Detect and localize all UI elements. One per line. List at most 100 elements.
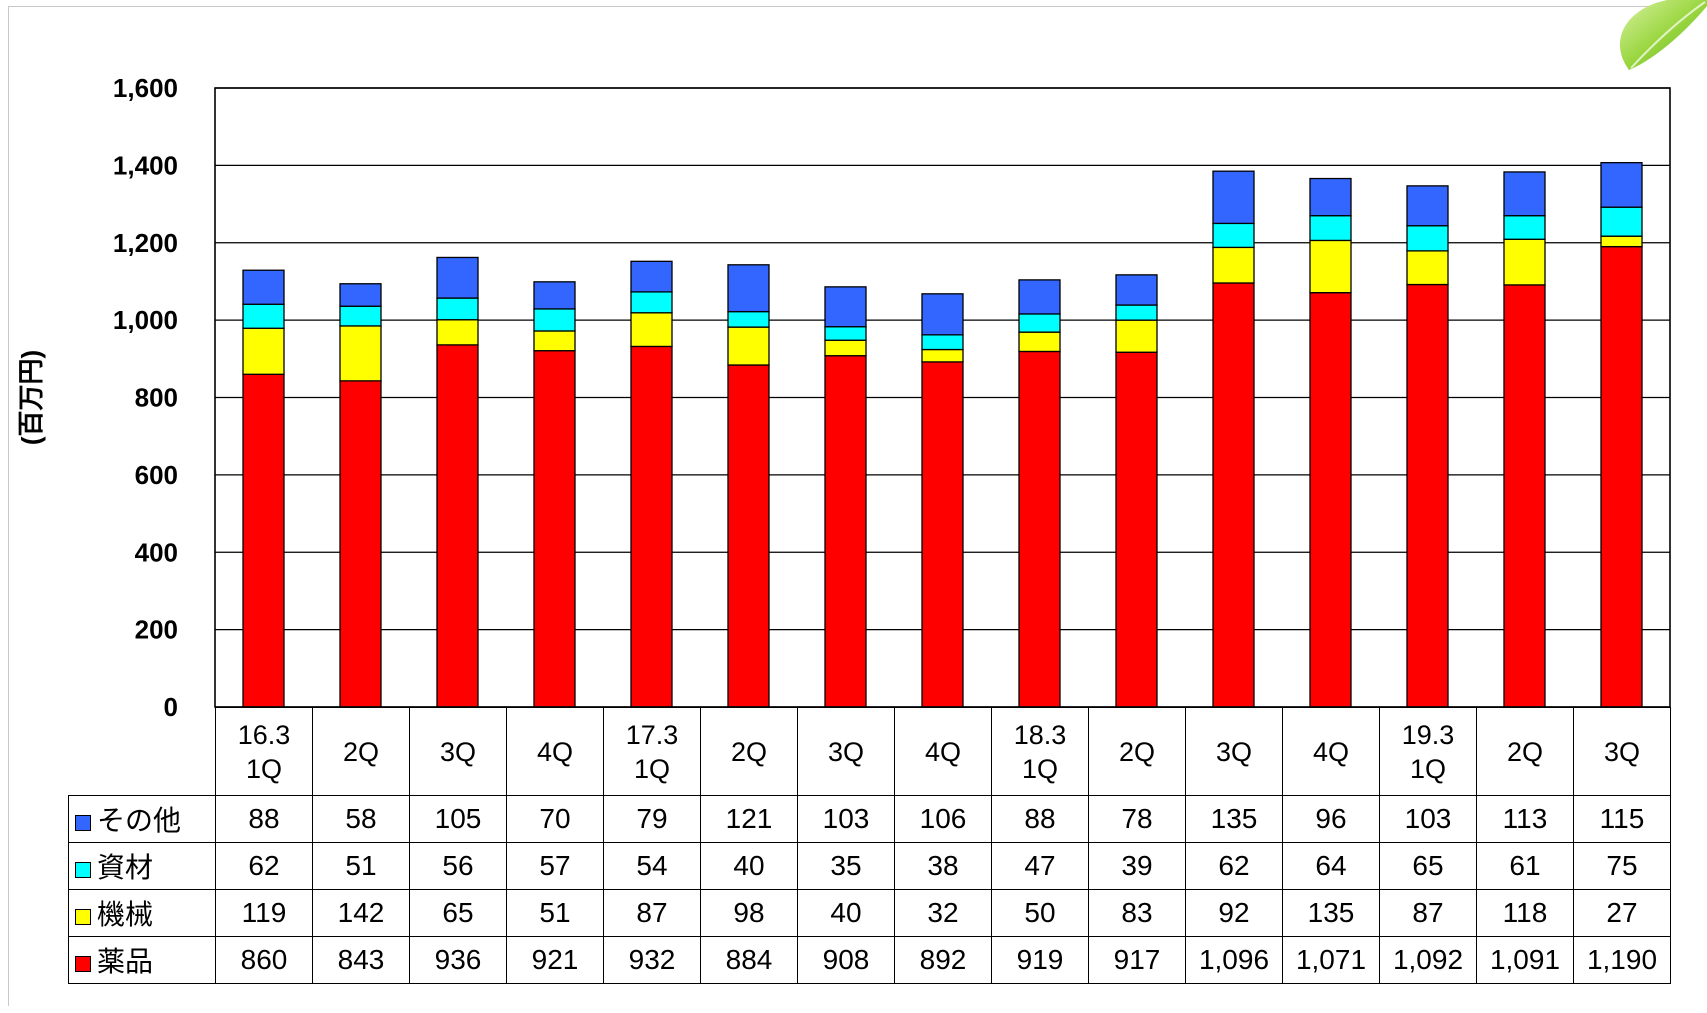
category-label-line: 3Q [1215,736,1253,767]
category-label: 17.3 1Q [603,707,701,796]
y-axis-label: (百万円) [16,350,46,445]
table-cell-value: 64 [1282,842,1380,890]
bar-segment [1115,319,1158,353]
bar-segment [727,364,770,708]
category-label-line: 1Q [1409,753,1447,784]
bar-segment [436,256,479,299]
table-cell-value: 105 [409,795,507,843]
table-cell-value: 51 [506,889,604,937]
table-cell-value: 106 [894,795,992,843]
table-cell-value: 27 [1573,889,1671,937]
category-label-line: 4Q [536,736,574,767]
category-label: 2Q [700,707,798,796]
table-cell-value: 38 [894,842,992,890]
bar-segment [630,345,673,708]
category-label: 3Q [1185,707,1283,796]
bar-segment [921,361,964,708]
table-row: その他 88 58 105 70 79 121 103 106 88 78 135 96 103 113 11… [68,795,1671,843]
table-cell-value: 78 [1088,795,1186,843]
legend-label: その他 [97,805,182,836]
table-cell-value: 40 [700,842,798,890]
bar-segment [1018,279,1061,315]
table-cell-value: 88 [991,795,1089,843]
table-cell-value: 57 [506,842,604,890]
legend-label: 薬品 [97,946,154,977]
bar-segment [1115,351,1158,708]
bar-segment [1309,177,1352,217]
bar-segment [533,350,576,708]
category-label-line: 19.3 [1401,719,1455,750]
bar-segment [1018,350,1061,708]
table-cell-value: 47 [991,842,1089,890]
bar-segment [242,303,285,329]
table-cell-value: 135 [1185,795,1283,843]
legend-entry: その他 [68,795,216,843]
category-label: 2Q [1088,707,1186,796]
category-label-line: 1Q [1021,753,1059,784]
y-tick-label: 1,400 [113,150,178,180]
table-cell-value: 58 [312,795,410,843]
bar-segment [1309,239,1352,294]
category-label-line: 2Q [1118,736,1156,767]
bar-segment [1600,245,1643,708]
bar-segment [1018,313,1061,333]
leaf-decoration [1619,0,1707,70]
table-cell-value: 121 [700,795,798,843]
bar-segment [339,305,382,327]
category-label-line: 4Q [1312,736,1350,767]
table-cell-value: 936 [409,936,507,984]
table-cell-value: 115 [1573,795,1671,843]
bar-segment [1018,331,1061,353]
category-label: 3Q [797,707,895,796]
legend-entry: 薬品 [68,936,216,984]
legend-label: 機械 [97,899,154,930]
legend-label: 資材 [97,852,154,883]
table-cell-value: 56 [409,842,507,890]
table-cell-value: 83 [1088,889,1186,937]
table-cell-value: 103 [797,795,895,843]
bar-segment [1406,283,1449,708]
table-cell-value: 921 [506,936,604,984]
category-label: 18.3 1Q [991,707,1089,796]
table-cell-value: 70 [506,795,604,843]
table-cell-value: 135 [1282,889,1380,937]
bar-segment [1600,235,1643,248]
table-cell-value: 65 [1379,842,1477,890]
legend-swatch [75,909,91,925]
legend-entry: 機械 [68,889,216,937]
bar-segment [824,326,867,341]
table-cell-value: 87 [1379,889,1477,937]
table-cell-value: 932 [603,936,701,984]
bar-segment [436,319,479,346]
bar-segment [242,373,285,708]
bar-segment [824,355,867,708]
table-cell-value: 919 [991,936,1089,984]
category-label-line: 2Q [1506,736,1544,767]
table-row: 資材 62 51 56 57 54 40 35 38 47 39 62 64 65 61 75 [68,842,1671,890]
bar-segment [921,293,964,336]
y-tick-label: 600 [135,460,178,490]
table-cell-value: 1,096 [1185,936,1283,984]
table-cell-value: 118 [1476,889,1574,937]
table-cell-value: 35 [797,842,895,890]
category-label-line: 2Q [342,736,380,767]
table-cell-value: 32 [894,889,992,937]
data-table: 16.3 1Q 2Q 3Q 4Q 17.3 1Q 2Q 3Q 4Q 18.3 1Q 2Q 3Q 4Q 19.3… [68,707,1671,984]
bar-segment [1115,274,1158,306]
legend-entry: 資材 [68,842,216,890]
bar-segment [242,269,285,305]
table-cell-value: 65 [409,889,507,937]
bar-segment [242,327,285,375]
table-cell-value: 50 [991,889,1089,937]
table-cell-value: 103 [1379,795,1477,843]
y-tick-label: 1,200 [113,228,178,258]
bar-segment [533,330,576,352]
table-cell-value: 113 [1476,795,1574,843]
y-tick-label: 1,000 [113,305,178,335]
bar-segment [1406,250,1449,286]
bar-segment [1406,225,1449,252]
bar-segment [1212,170,1255,225]
category-label: 4Q [894,707,992,796]
table-cell-value: 98 [700,889,798,937]
bar-segment [1212,222,1255,249]
